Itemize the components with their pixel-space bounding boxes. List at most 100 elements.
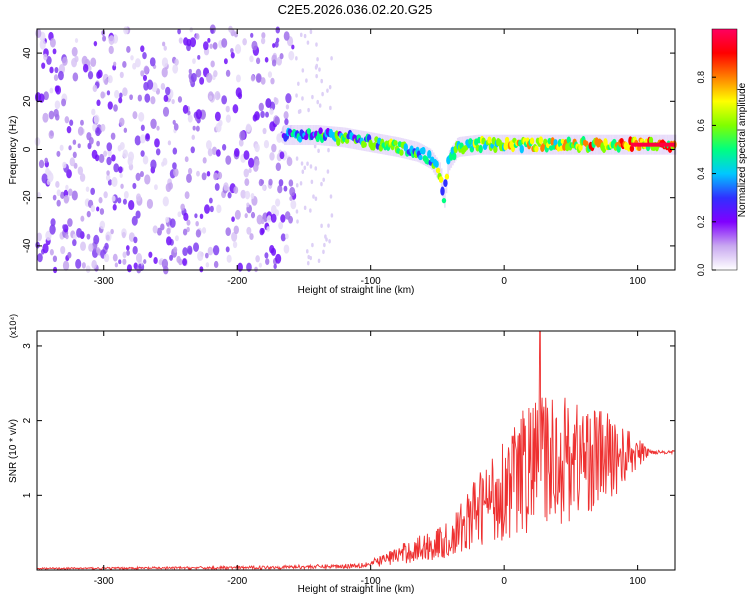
spectrogram-noise-speck	[114, 262, 119, 268]
spectrogram-noise-speck	[267, 71, 273, 78]
spectrogram-noise-speck	[48, 130, 55, 139]
spectrogram-noise-speck	[82, 63, 89, 73]
spectrogram-noise-speck	[62, 224, 66, 230]
spectrogram-noise-speck	[234, 209, 241, 220]
spectrogram-noise-speck	[280, 233, 286, 242]
spectrogram-ridge-blob	[434, 160, 439, 168]
spectrogram-x-tick-label: -200	[227, 276, 247, 287]
spectrogram-noise-speck	[137, 94, 143, 102]
snr-y-tick-label: 1	[22, 492, 33, 498]
spectrogram-noise-speck	[274, 209, 280, 217]
spectrogram-noise-speck	[256, 74, 262, 83]
spectrogram-noise-speck	[126, 245, 130, 251]
snr-x-ticks: -300 -200 -100 0 100	[94, 331, 646, 587]
spectrogram-noise-speck	[262, 184, 266, 191]
spectrogram-noise-speck	[93, 234, 100, 245]
spectrogram-noise-speck	[123, 26, 129, 35]
spectrogram-noise-speck	[189, 27, 193, 33]
colorbar: 0.0 0.2 0.4 0.6 0.8 Normalized spectral ampl…	[696, 28, 748, 276]
spectrogram-y-tick-label: -40	[22, 238, 33, 253]
spectrogram-noise-speck	[43, 53, 48, 61]
spectrogram-sparse-speck	[316, 99, 320, 105]
spectrogram-noise-speck	[288, 179, 294, 187]
spectrogram-noise-speck	[226, 254, 232, 263]
spectrogram-ridge-blob	[362, 141, 367, 148]
spectrogram-noise-speck	[67, 251, 72, 259]
spectrogram-sparse-speck	[325, 237, 328, 242]
spectrogram-sparse-speck	[295, 183, 299, 188]
spectrogram-ridge-blob	[538, 136, 544, 145]
spectrogram-noise-speck	[139, 134, 146, 144]
spectrogram-noise-speck	[156, 227, 162, 236]
spectrogram-noise-speck	[99, 220, 106, 230]
spectrogram-noise-speck	[144, 93, 151, 103]
spectrogram-noise-speck	[156, 125, 160, 131]
spectrogram-noise-speck	[191, 134, 195, 140]
spectrogram-noise-speck	[134, 58, 141, 68]
spectrogram-noise-speck	[258, 262, 262, 268]
spectrogram-noise-speck	[273, 263, 277, 270]
spectrogram-noise-speck	[239, 130, 246, 141]
spectrogram-sparse-speck	[299, 32, 303, 38]
spectrogram-noise-speck	[81, 262, 86, 269]
spectrogram-y-axis-label: Frequency (Hz)	[8, 116, 19, 185]
spectrogram-noise-speck	[72, 233, 77, 241]
spectrogram-sparse-speck	[312, 194, 315, 199]
spectrogram-noise-speck	[69, 157, 76, 167]
spectrogram-noise-speck	[98, 153, 105, 163]
spectrogram-noise-speck	[230, 48, 234, 54]
spectrogram-noise-speck	[120, 183, 124, 189]
spectrogram-noise-speck	[258, 102, 264, 112]
spectrogram-noise-speck	[289, 186, 296, 197]
spectrogram-sparse-speck	[300, 161, 304, 166]
spectrogram-noise-speck	[260, 218, 265, 225]
spectrogram-noise-speck	[85, 265, 91, 273]
spectrogram-noise-speck	[35, 28, 42, 38]
spectrogram-noise-speck	[260, 227, 265, 234]
spectrogram-noise-speck	[246, 226, 252, 235]
snr-x-tick-label: 100	[629, 576, 646, 587]
spectrogram-noise-speck	[49, 87, 54, 94]
spectrogram-ridge-blob	[553, 139, 558, 146]
colorbar-tick-label: 0.4	[696, 167, 706, 180]
spectrogram-noise-speck	[133, 236, 138, 244]
spectrogram-noise-speck	[176, 255, 181, 263]
spectrogram-sparse-speck	[303, 165, 307, 170]
spectrogram-x-tick-label: -300	[94, 276, 114, 287]
spectrogram-ridge-halo	[480, 134, 483, 155]
spectrogram-noise-speck	[105, 231, 112, 242]
spectrogram-noise-speck	[49, 249, 54, 256]
spectrogram-sparse-speck	[309, 255, 313, 261]
spectrogram-noise-speck	[160, 82, 166, 90]
spectrogram-noise-speck	[187, 167, 193, 175]
spectrogram-noise-speck	[283, 31, 290, 41]
spectrogram-noise-speck	[106, 170, 110, 176]
spectrogram-noise-speck	[280, 214, 286, 223]
spectrogram-noise-speck	[92, 84, 98, 93]
spectrogram-noise-speck	[231, 231, 238, 242]
spectrogram-noise-speck	[248, 157, 255, 168]
spectrogram-noise-speck	[112, 204, 117, 211]
spectrogram-noise-speck	[205, 262, 210, 268]
spectrogram-noise-speck	[275, 162, 282, 172]
spectrogram-noise-speck	[268, 178, 273, 186]
spectrogram-noise-speck	[90, 57, 97, 68]
spectrogram-noise-speck	[165, 216, 170, 223]
spectrogram-noise-speck	[54, 100, 61, 110]
spectrogram-noise-speck	[242, 38, 247, 46]
spectrogram-noise-speck	[110, 228, 114, 235]
spectrogram-sparse-speck	[322, 249, 325, 255]
spectrogram-noise-speck	[49, 37, 56, 48]
spectrogram-noise-speck	[284, 118, 289, 126]
spectrogram-noise-speck	[139, 170, 144, 178]
spectrogram-noise-speck	[173, 123, 179, 131]
spectrogram-ridge-blob	[438, 176, 444, 183]
spectrogram-noise-speck	[202, 157, 207, 164]
spectrogram-noise-speck	[102, 35, 107, 42]
spectrogram-sparse-speck	[307, 107, 310, 113]
colorbar-frame	[711, 28, 738, 271]
spectrogram-noise-speck	[91, 108, 96, 116]
spectrogram-sparse-speck	[309, 164, 313, 169]
spectrogram-y-tick-label: 20	[22, 95, 33, 107]
